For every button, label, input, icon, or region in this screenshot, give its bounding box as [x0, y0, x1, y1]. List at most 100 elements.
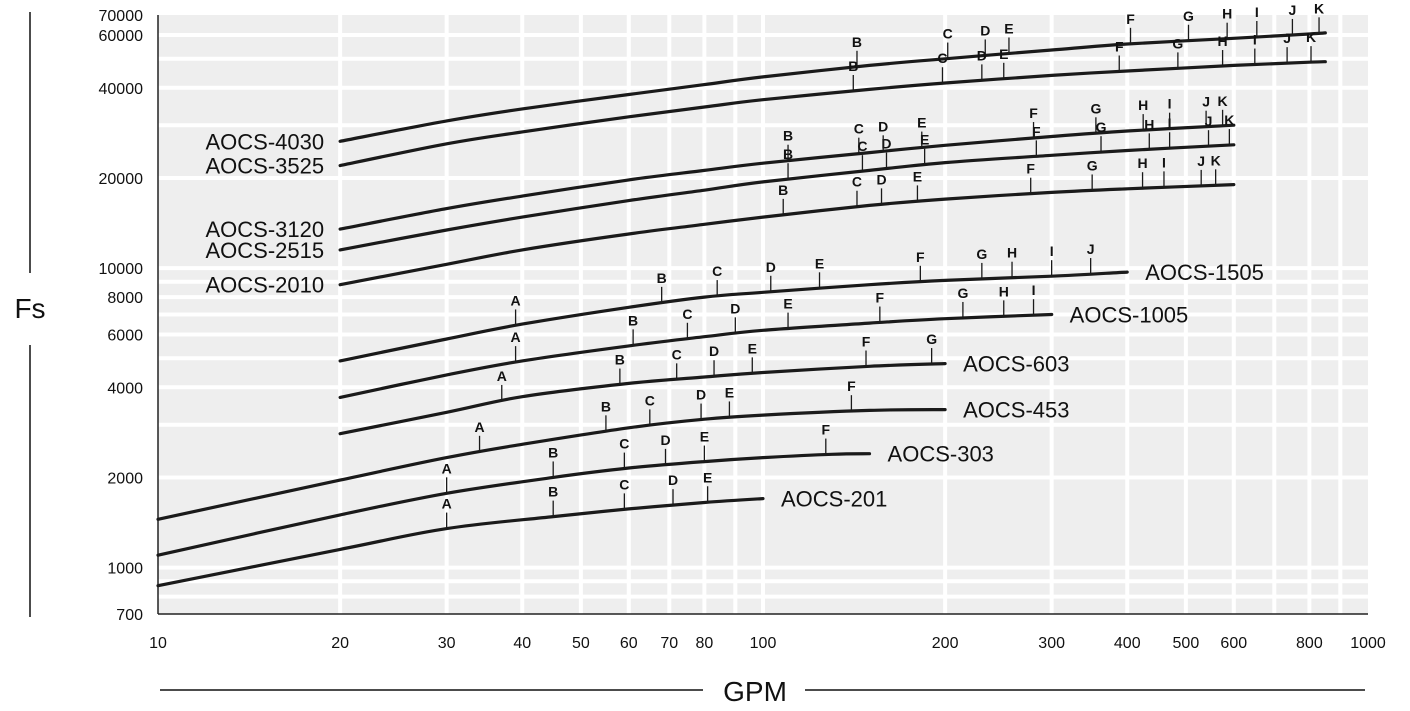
y-tick-label: 60000 [99, 28, 144, 45]
series-label: AOCS-4030 [205, 129, 324, 154]
x-tick-label: 500 [1173, 635, 1200, 652]
marker-label: A [442, 496, 452, 512]
x-tick-label: 200 [932, 635, 959, 652]
marker-label: F [1115, 38, 1124, 54]
marker-label: B [852, 34, 862, 50]
marker-label: B [601, 398, 611, 414]
marker-label: D [878, 118, 888, 134]
marker-label: H [1138, 97, 1148, 113]
marker-label: I [1032, 282, 1036, 298]
marker-label: G [957, 285, 968, 301]
marker-label: D [696, 387, 706, 403]
y-tick-label: 70000 [99, 8, 144, 25]
series-line [338, 362, 947, 436]
marker-label: D [668, 472, 678, 488]
y-tick-label: 700 [116, 607, 143, 624]
marker-label: H [1222, 6, 1232, 22]
x-axis-title: GPM [723, 676, 787, 707]
marker-label: J [1205, 113, 1213, 129]
y-tick-label: 1000 [107, 561, 143, 578]
marker-label: C [645, 392, 655, 408]
marker-label: H [1144, 116, 1154, 132]
marker-label: B [848, 58, 858, 74]
y-tick-label: 4000 [107, 380, 143, 397]
marker-label: B [657, 270, 667, 286]
marker-label: E [815, 255, 824, 271]
x-tick-label: 80 [695, 635, 713, 652]
y-tick-label: 20000 [99, 171, 144, 188]
marker-label: D [977, 47, 987, 63]
marker-label: B [778, 182, 788, 198]
marker-label: I [1253, 32, 1257, 48]
marker-label: C [619, 436, 629, 452]
marker-label: C [943, 26, 953, 42]
marker-label: E [913, 168, 922, 184]
marker-label: A [497, 368, 507, 384]
marker-label: D [876, 171, 886, 187]
series-label: AOCS-1005 [1070, 303, 1189, 328]
marker-label: E [703, 469, 712, 485]
marker-label: I [1255, 4, 1259, 20]
series-line [338, 143, 1236, 252]
marker-label: A [511, 329, 521, 345]
marker-label: F [862, 334, 871, 350]
marker-label: J [1283, 30, 1291, 46]
marker-label: E [783, 296, 792, 312]
marker-label: D [730, 300, 740, 316]
grid-layer [158, 15, 1368, 614]
marker-label: B [548, 484, 558, 500]
x-tick-label: 600 [1220, 635, 1247, 652]
series-line [338, 123, 1236, 231]
marker-label: K [1211, 152, 1221, 168]
x-tick-label: 50 [572, 635, 590, 652]
marker-label: H [1137, 155, 1147, 171]
marker-label: G [926, 331, 937, 347]
marker-label: J [1197, 153, 1205, 169]
series-label: AOCS-3525 [205, 154, 324, 179]
marker-label: E [725, 384, 734, 400]
marker-label: H [1218, 33, 1228, 49]
marker-label: J [1202, 94, 1210, 110]
marker-label: A [511, 292, 521, 308]
tick-labels: 10 20 30 40 50 60 70 80 100 200 300 400 500 600 800 100… [99, 8, 1386, 652]
axis-lines [157, 15, 1368, 615]
marker-label: C [937, 50, 947, 66]
marker-label: C [852, 174, 862, 190]
series-line [156, 497, 765, 588]
marker-label: J [1289, 2, 1297, 18]
marker-label: F [1026, 161, 1035, 177]
marker-label: D [709, 343, 719, 359]
marker-label: C [712, 263, 722, 279]
marker-label: I [1050, 243, 1054, 259]
marker-label: B [628, 312, 638, 328]
series-label: AOCS-453 [963, 398, 1069, 423]
y-tick-label: 40000 [99, 81, 144, 98]
marker-label: B [548, 444, 558, 460]
marker-label: G [1172, 35, 1183, 51]
marker-label: F [876, 290, 885, 306]
x-tick-label: 40 [513, 635, 531, 652]
marker-label: K [1306, 29, 1316, 45]
y-tick-label: 10000 [99, 261, 144, 278]
series-layer [156, 31, 1327, 588]
marker-label: C [682, 306, 692, 322]
marker-label: E [917, 115, 926, 131]
marker-label: D [881, 136, 891, 152]
marker-label: K [1314, 0, 1324, 16]
marker-label: F [822, 422, 831, 438]
marker-label: C [857, 138, 867, 154]
marker-label: K [1224, 112, 1234, 128]
series-label: AOCS-1505 [1145, 260, 1264, 285]
marker-label: E [700, 429, 709, 445]
series-line [338, 31, 1327, 143]
marker-label: G [1183, 8, 1194, 24]
marker-label: B [783, 128, 793, 144]
x-tick-label: 100 [750, 635, 777, 652]
series-label: AOCS-2010 [205, 273, 324, 298]
marker-label: D [660, 432, 670, 448]
y-tick-label: 6000 [107, 328, 143, 345]
series-label: AOCS-2515 [205, 238, 324, 263]
x-tick-label: 30 [438, 635, 456, 652]
marker-label: J [1087, 241, 1095, 257]
